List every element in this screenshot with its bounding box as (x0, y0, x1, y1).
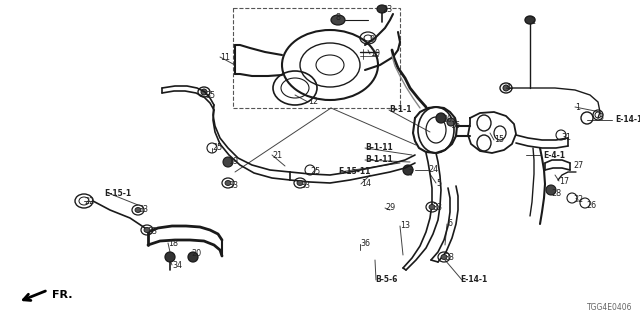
Text: 1: 1 (575, 102, 580, 111)
Text: TGG4E0406: TGG4E0406 (586, 303, 632, 312)
Text: 4: 4 (506, 84, 511, 92)
Text: 20: 20 (191, 249, 201, 258)
Text: 7: 7 (408, 169, 413, 178)
Text: 35: 35 (205, 92, 215, 100)
Text: 21: 21 (272, 150, 282, 159)
Ellipse shape (201, 89, 207, 95)
Text: E-14-1: E-14-1 (615, 116, 640, 124)
Text: 30: 30 (442, 116, 452, 124)
Text: 22: 22 (84, 196, 94, 205)
Ellipse shape (525, 16, 535, 24)
Text: B-1-1: B-1-1 (389, 106, 412, 115)
Text: 33: 33 (444, 253, 454, 262)
Ellipse shape (377, 5, 387, 13)
Text: 18: 18 (168, 238, 178, 247)
Ellipse shape (144, 228, 150, 233)
Ellipse shape (429, 204, 435, 210)
Text: 25: 25 (212, 143, 222, 153)
Text: 31: 31 (561, 132, 571, 141)
Ellipse shape (188, 252, 198, 262)
Text: 12: 12 (308, 98, 318, 107)
Text: 28: 28 (551, 188, 561, 197)
Text: 19: 19 (228, 156, 238, 165)
Text: 16: 16 (450, 121, 460, 130)
Text: 14: 14 (361, 180, 371, 188)
Text: 36: 36 (360, 239, 370, 249)
Ellipse shape (546, 185, 556, 195)
Text: 23: 23 (382, 5, 392, 14)
Text: 10: 10 (370, 50, 380, 59)
Text: 32: 32 (573, 196, 583, 204)
Text: 26: 26 (586, 201, 596, 210)
Ellipse shape (135, 207, 141, 212)
Text: 8: 8 (335, 13, 340, 22)
Ellipse shape (165, 252, 175, 262)
Text: 29: 29 (385, 204, 396, 212)
Ellipse shape (223, 157, 233, 167)
Text: B-5-6: B-5-6 (375, 276, 397, 284)
Text: 33: 33 (300, 180, 310, 189)
Text: 2: 2 (530, 18, 535, 27)
Ellipse shape (297, 180, 303, 186)
Text: 33: 33 (138, 205, 148, 214)
Ellipse shape (403, 165, 413, 175)
Text: 11: 11 (220, 52, 230, 61)
Text: E-15-1: E-15-1 (104, 188, 131, 197)
Text: 6: 6 (447, 220, 452, 228)
Text: 27: 27 (573, 161, 583, 170)
Text: E-15-11: E-15-11 (338, 167, 371, 177)
Ellipse shape (447, 118, 455, 126)
Text: 33: 33 (432, 204, 442, 212)
Text: 33: 33 (228, 180, 238, 189)
Text: 3: 3 (598, 113, 603, 122)
Text: 13: 13 (400, 221, 410, 230)
Text: B-1-11: B-1-11 (365, 156, 393, 164)
Bar (233, 8, 400, 108)
Ellipse shape (503, 85, 509, 91)
Text: 9: 9 (370, 36, 375, 44)
Ellipse shape (436, 113, 446, 123)
Ellipse shape (225, 180, 231, 186)
Text: FR.: FR. (52, 290, 72, 300)
Text: 17: 17 (559, 177, 569, 186)
Text: 34: 34 (172, 260, 182, 269)
Text: 15: 15 (494, 135, 504, 145)
Ellipse shape (441, 254, 447, 260)
Text: E-14-1: E-14-1 (460, 276, 487, 284)
Ellipse shape (331, 15, 345, 25)
Text: 33: 33 (147, 228, 157, 236)
Text: E-4-1: E-4-1 (543, 150, 565, 159)
Text: B-1-11: B-1-11 (365, 143, 393, 153)
Text: 5: 5 (436, 179, 441, 188)
Text: 24: 24 (428, 165, 438, 174)
Text: 25: 25 (310, 167, 320, 177)
